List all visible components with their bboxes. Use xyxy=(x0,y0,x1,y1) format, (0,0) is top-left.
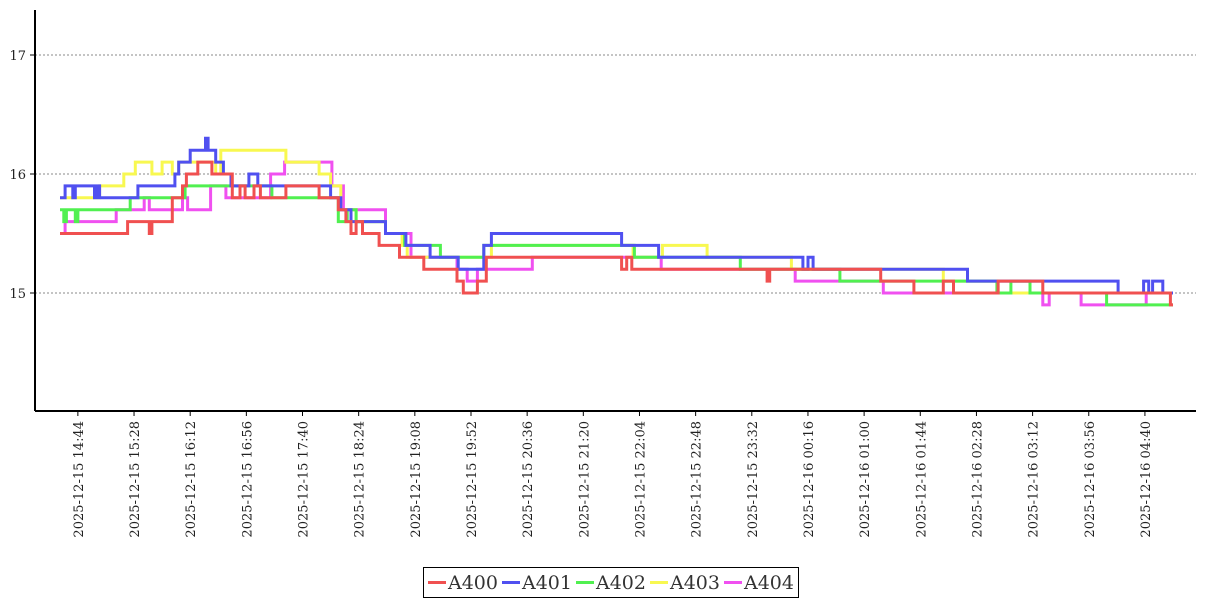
legend-swatch xyxy=(650,581,668,584)
series-line-a400 xyxy=(60,160,1173,307)
x-tick-label: 2025-12-15 22:48 xyxy=(690,421,705,538)
legend: A400 A401 A402 A403 A404 xyxy=(423,567,799,598)
y-axis-ticks: 15 16 17 xyxy=(9,49,35,302)
x-tick-label: 2025-12-15 19:08 xyxy=(409,421,424,538)
legend-label: A402 xyxy=(596,571,646,594)
y-tick-label: 15 xyxy=(9,287,26,302)
series-line-a403 xyxy=(60,148,1173,295)
x-tick-label: 2025-12-15 16:12 xyxy=(184,421,199,538)
x-tick-label: 2025-12-15 20:36 xyxy=(521,421,536,538)
legend-label: A404 xyxy=(744,571,794,594)
x-tick-label: 2025-12-15 22:04 xyxy=(633,421,648,538)
x-tick-label: 2025-12-16 01:00 xyxy=(858,421,873,538)
legend-item-a404[interactable]: A404 xyxy=(724,572,794,594)
x-tick-label: 2025-12-16 00:16 xyxy=(802,421,817,538)
x-tick-label: 2025-12-15 15:28 xyxy=(128,421,143,538)
series-lines xyxy=(60,136,1173,307)
legend-item-a400[interactable]: A400 xyxy=(428,572,498,594)
x-tick-label: 2025-12-15 21:20 xyxy=(577,421,592,538)
legend-swatch xyxy=(724,581,742,584)
x-tick-label: 2025-12-16 04:40 xyxy=(1139,421,1154,538)
legend-item-a403[interactable]: A403 xyxy=(650,572,720,594)
y-tick-label: 16 xyxy=(9,168,26,183)
x-tick-label: 2025-12-15 14:44 xyxy=(72,421,87,538)
legend-swatch xyxy=(428,581,446,584)
legend-label: A403 xyxy=(670,571,720,594)
x-tick-label: 2025-12-15 19:52 xyxy=(465,421,480,538)
legend-swatch xyxy=(502,581,520,584)
legend-label: A401 xyxy=(522,571,572,594)
series-line-a401 xyxy=(60,136,1173,295)
x-tick-label: 2025-12-16 01:44 xyxy=(914,421,929,538)
x-tick-label: 2025-12-15 18:24 xyxy=(353,421,368,538)
x-tick-label: 2025-12-16 03:56 xyxy=(1083,421,1098,538)
x-tick-label: 2025-12-15 17:40 xyxy=(297,421,312,538)
legend-item-a402[interactable]: A402 xyxy=(576,572,646,594)
series-line-a402 xyxy=(60,184,1173,307)
y-tick-label: 17 xyxy=(9,49,26,64)
legend-swatch xyxy=(576,581,594,584)
x-axis-ticks: 2025-12-15 14:44 2025-12-15 15:28 2025-12-… xyxy=(72,411,1154,538)
x-tick-label: 2025-12-16 03:12 xyxy=(1027,421,1042,538)
x-tick-label: 2025-12-15 23:32 xyxy=(746,421,761,538)
x-tick-label: 2025-12-16 02:28 xyxy=(970,421,985,538)
legend-item-a401[interactable]: A401 xyxy=(502,572,572,594)
x-tick-label: 2025-12-15 16:56 xyxy=(240,421,255,538)
legend-label: A400 xyxy=(448,571,498,594)
